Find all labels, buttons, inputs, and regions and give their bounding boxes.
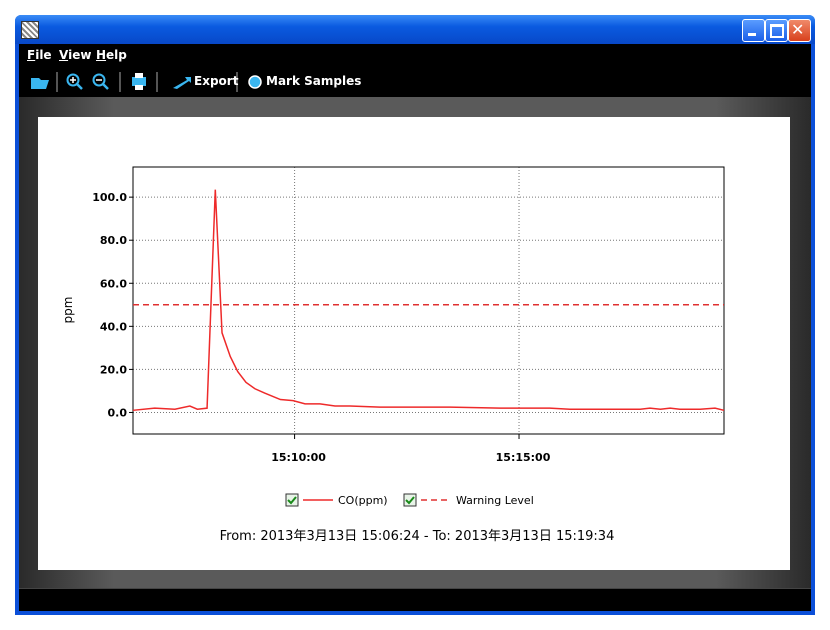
zoom-in-icon[interactable]	[66, 73, 80, 87]
legend-label: Warning Level	[456, 494, 534, 507]
legend-check	[287, 496, 297, 505]
y-tick-label: 60.0	[100, 277, 127, 290]
y-tick-label: 40.0	[100, 320, 127, 333]
footer-range: From: 2013年3月13日 15:06:24 - To: 2013年3月1…	[220, 529, 615, 544]
menu-bar: File View Help	[19, 44, 811, 66]
x-tick-label: 15:10:00	[271, 451, 326, 464]
menu-item[interactable]: View	[59, 48, 92, 62]
menu-item[interactable]: File	[27, 48, 52, 62]
toolbar: Export Mark Samples	[19, 66, 811, 97]
open-icon[interactable]	[31, 78, 49, 89]
app-icon	[21, 21, 39, 39]
legend-label: CO(ppm)	[338, 494, 388, 507]
status-bar	[19, 588, 811, 611]
mark-samples-button[interactable]: Mark Samples	[266, 74, 361, 88]
mark-icon[interactable]	[248, 75, 262, 89]
legend-checkbox[interactable]	[285, 493, 299, 507]
series-line	[132, 189, 725, 412]
menu-item[interactable]: Help	[96, 48, 127, 62]
legend-checkbox[interactable]	[403, 493, 417, 507]
zoom-out-icon[interactable]	[92, 73, 106, 87]
y-axis-label: ppm	[61, 297, 75, 324]
maximize-button[interactable]	[765, 19, 788, 42]
toolbar-icons: Export Mark Samples	[31, 72, 361, 92]
x-tick-label: 15:15:00	[496, 451, 551, 464]
y-tick-label: 0.0	[108, 406, 128, 419]
close-button[interactable]: ✕	[788, 19, 811, 42]
y-tick-label: 20.0	[100, 363, 127, 376]
print-icon[interactable]	[132, 77, 146, 86]
export-button[interactable]: Export	[194, 74, 239, 88]
title-bar	[15, 15, 815, 44]
y-tick-label: 80.0	[100, 234, 127, 247]
legend-check	[405, 496, 415, 505]
export-icon[interactable]	[173, 77, 191, 89]
plot-frame	[132, 166, 725, 435]
minimize-button[interactable]	[742, 19, 765, 42]
y-tick-label: 100.0	[92, 191, 127, 204]
